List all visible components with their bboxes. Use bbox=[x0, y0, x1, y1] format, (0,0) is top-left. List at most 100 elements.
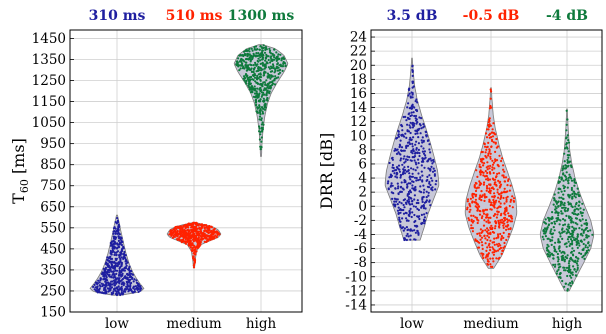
data-point bbox=[487, 244, 490, 247]
data-point bbox=[552, 232, 555, 235]
data-point bbox=[563, 223, 567, 226]
data-point bbox=[489, 231, 492, 234]
data-point bbox=[197, 234, 200, 237]
data-point bbox=[474, 189, 478, 193]
data-point bbox=[493, 195, 496, 198]
data-point bbox=[236, 61, 239, 64]
data-point bbox=[491, 195, 494, 198]
data-point bbox=[112, 265, 115, 268]
data-point bbox=[418, 217, 421, 221]
data-point bbox=[507, 179, 510, 182]
data-point bbox=[495, 250, 498, 253]
y-tick-label: -12 bbox=[345, 283, 367, 299]
data-point bbox=[482, 174, 485, 177]
data-point bbox=[571, 231, 574, 235]
data-point bbox=[557, 191, 560, 194]
data-point bbox=[110, 280, 113, 283]
data-point bbox=[502, 236, 505, 239]
data-point bbox=[490, 136, 493, 139]
y-axis-label-unit: [ms] bbox=[9, 138, 28, 179]
data-point bbox=[566, 238, 570, 241]
data-point bbox=[562, 197, 565, 200]
data-point bbox=[409, 126, 412, 129]
data-point bbox=[402, 157, 405, 160]
data-point bbox=[566, 209, 569, 212]
data-point bbox=[567, 150, 570, 153]
data-point bbox=[466, 200, 469, 203]
data-point bbox=[113, 245, 116, 248]
data-point bbox=[252, 74, 255, 78]
data-point bbox=[504, 191, 507, 194]
data-point bbox=[112, 240, 115, 243]
data-point bbox=[508, 214, 511, 218]
data-point bbox=[557, 241, 560, 244]
data-point bbox=[577, 204, 580, 207]
data-point bbox=[569, 175, 572, 178]
data-point bbox=[493, 167, 496, 170]
data-point bbox=[170, 234, 173, 237]
data-point bbox=[266, 61, 269, 64]
data-point bbox=[430, 159, 433, 162]
data-point bbox=[203, 240, 206, 243]
data-point bbox=[397, 212, 400, 215]
y-tick-label: 8 bbox=[358, 142, 367, 158]
data-point bbox=[399, 225, 402, 228]
data-point bbox=[245, 75, 248, 78]
data-point bbox=[427, 186, 431, 189]
data-point bbox=[252, 87, 255, 91]
data-point bbox=[484, 132, 488, 135]
data-point bbox=[500, 235, 503, 238]
data-point bbox=[498, 172, 501, 175]
data-point bbox=[577, 208, 580, 211]
data-point bbox=[565, 137, 568, 140]
data-point bbox=[409, 189, 412, 192]
data-point bbox=[494, 201, 497, 204]
data-point bbox=[582, 230, 585, 233]
data-point bbox=[478, 213, 482, 216]
data-point bbox=[484, 208, 487, 211]
data-point bbox=[267, 76, 270, 79]
data-point bbox=[266, 90, 269, 93]
x-tick-label-high: high bbox=[246, 316, 277, 332]
data-point bbox=[96, 287, 99, 290]
data-point bbox=[481, 247, 484, 250]
data-point bbox=[478, 163, 481, 166]
data-point bbox=[502, 164, 505, 167]
data-point bbox=[485, 136, 489, 139]
data-point bbox=[420, 191, 423, 194]
data-point bbox=[422, 123, 425, 126]
data-point bbox=[395, 152, 399, 155]
data-point bbox=[192, 223, 195, 226]
data-point bbox=[481, 244, 484, 247]
data-point bbox=[423, 166, 426, 169]
data-point bbox=[253, 92, 257, 95]
data-point bbox=[264, 66, 267, 69]
data-point bbox=[283, 57, 286, 61]
data-point bbox=[469, 208, 472, 211]
data-point bbox=[411, 93, 414, 96]
data-point bbox=[507, 235, 510, 238]
data-point bbox=[495, 243, 499, 246]
data-point bbox=[499, 205, 502, 208]
data-point bbox=[408, 112, 411, 115]
data-point bbox=[487, 152, 490, 155]
data-point bbox=[567, 201, 570, 204]
data-point bbox=[580, 252, 583, 255]
data-point bbox=[193, 234, 196, 237]
data-point bbox=[484, 151, 487, 154]
data-point bbox=[268, 49, 272, 52]
data-point bbox=[506, 221, 509, 224]
data-point bbox=[260, 58, 264, 61]
data-point bbox=[390, 184, 393, 187]
data-point bbox=[211, 236, 214, 239]
data-point bbox=[566, 154, 569, 157]
data-point bbox=[109, 289, 112, 292]
data-point bbox=[394, 175, 397, 178]
data-point bbox=[399, 139, 402, 142]
data-point bbox=[570, 221, 573, 224]
data-point bbox=[558, 245, 561, 248]
data-point bbox=[541, 235, 544, 238]
data-point bbox=[576, 233, 580, 236]
data-point bbox=[235, 64, 238, 67]
data-point bbox=[245, 64, 248, 67]
